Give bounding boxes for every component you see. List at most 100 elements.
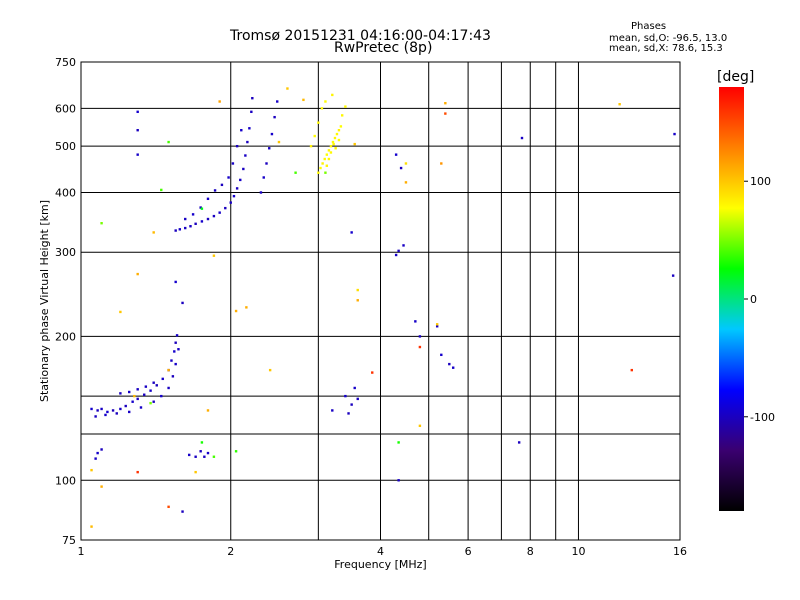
data-point xyxy=(335,132,339,136)
data-point xyxy=(302,98,305,102)
data-point xyxy=(246,140,249,144)
colorbar xyxy=(719,87,744,511)
x-tick-label: 6 xyxy=(465,545,472,558)
data-point xyxy=(402,244,405,247)
data-point xyxy=(418,335,422,338)
data-point xyxy=(451,366,455,369)
data-point xyxy=(323,157,326,161)
y-tick-label: 750 xyxy=(55,56,76,69)
data-point xyxy=(100,222,103,225)
data-point xyxy=(327,149,331,152)
data-point xyxy=(273,115,276,119)
data-point xyxy=(220,183,224,187)
data-point xyxy=(333,136,337,140)
chart-title-line2: RwPretec (8p) xyxy=(334,40,433,56)
data-point xyxy=(347,412,350,415)
data-point xyxy=(119,392,122,395)
data-point xyxy=(115,412,118,415)
data-point xyxy=(394,153,398,156)
x-tick-label: 4 xyxy=(377,545,384,558)
data-point xyxy=(174,362,177,366)
data-point xyxy=(244,154,247,157)
data-point xyxy=(397,249,400,253)
data-point xyxy=(167,386,170,390)
data-point xyxy=(440,162,443,165)
data-point xyxy=(262,176,265,179)
data-point xyxy=(435,323,439,326)
data-point xyxy=(250,110,253,114)
data-point xyxy=(618,103,621,106)
data-point xyxy=(277,140,281,144)
colorbar-ticks: -100 0 100 xyxy=(744,175,775,424)
stat-x-mode: mean, sd,X: 78.6, 15.3 xyxy=(609,43,723,54)
data-point xyxy=(240,128,243,132)
data-point xyxy=(136,272,139,276)
data-point xyxy=(325,153,329,156)
colorbar-tick-label: 0 xyxy=(750,293,757,306)
data-point xyxy=(200,207,204,210)
data-point xyxy=(90,525,93,528)
data-point xyxy=(418,424,422,428)
x-tick-label: 2 xyxy=(227,545,234,558)
data-point xyxy=(344,394,347,398)
data-point xyxy=(100,448,103,451)
data-point xyxy=(174,229,177,232)
data-point xyxy=(356,397,359,401)
data-point xyxy=(286,87,289,90)
data-point xyxy=(152,231,155,234)
data-point xyxy=(199,450,202,453)
data-point xyxy=(404,162,408,165)
data-point xyxy=(337,138,341,142)
data-point xyxy=(673,132,676,136)
data-point xyxy=(320,107,324,110)
data-point xyxy=(231,162,235,165)
data-point xyxy=(160,394,163,398)
data-point xyxy=(184,217,187,221)
data-point xyxy=(294,171,297,174)
y-tick-label: 400 xyxy=(55,186,76,199)
data-point xyxy=(319,166,322,170)
data-point xyxy=(178,228,182,231)
data-point xyxy=(149,389,152,392)
data-point xyxy=(187,453,191,457)
data-point xyxy=(206,197,210,201)
colorbar-label: [deg] xyxy=(717,69,754,85)
stat-o-mode: mean, sd,O: -96.5, 13.0 xyxy=(609,33,728,44)
data-point xyxy=(90,407,93,411)
data-point xyxy=(174,341,177,344)
data-points xyxy=(90,87,676,528)
data-point xyxy=(177,348,180,351)
data-point xyxy=(136,153,139,156)
data-point xyxy=(371,371,374,374)
data-point xyxy=(227,176,230,179)
data-point xyxy=(448,362,451,366)
data-point xyxy=(321,162,324,165)
data-point xyxy=(136,470,139,474)
data-point xyxy=(96,409,99,412)
data-point xyxy=(331,93,334,97)
data-point xyxy=(194,222,197,226)
y-tick-label: 300 xyxy=(55,246,76,259)
data-point xyxy=(119,407,122,411)
data-point xyxy=(234,450,238,453)
data-point xyxy=(444,101,447,105)
data-point xyxy=(143,393,146,396)
data-point xyxy=(194,455,197,458)
data-point xyxy=(324,100,327,103)
data-point xyxy=(339,125,343,128)
x-tick-label: 16 xyxy=(673,545,687,558)
data-point xyxy=(340,114,344,117)
data-point xyxy=(404,181,408,184)
data-point xyxy=(100,485,103,488)
data-point xyxy=(171,375,175,378)
data-point xyxy=(394,253,398,257)
data-point xyxy=(242,167,245,171)
data-point xyxy=(324,171,327,174)
data-point xyxy=(259,191,263,194)
data-point xyxy=(155,384,158,387)
data-point xyxy=(212,214,216,218)
data-point xyxy=(517,441,521,444)
data-point xyxy=(139,406,143,409)
data-point xyxy=(353,386,356,390)
data-point xyxy=(444,112,447,115)
